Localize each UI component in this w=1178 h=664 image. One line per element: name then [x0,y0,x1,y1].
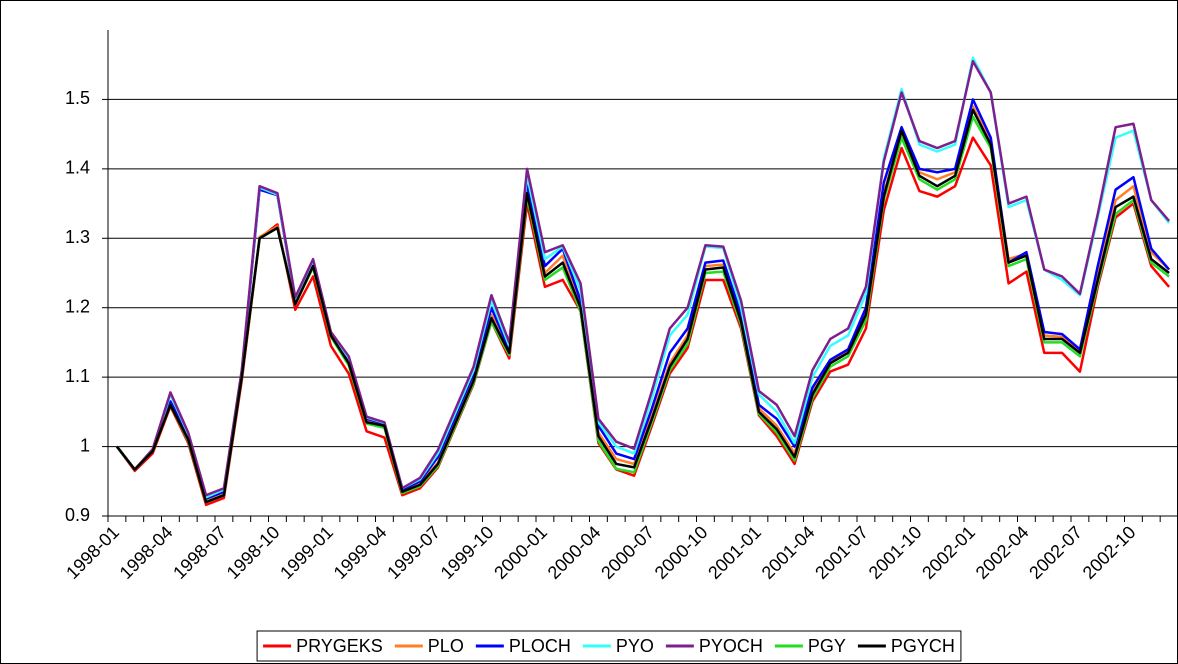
y-tick-label: 1.5 [65,88,90,108]
legend: PRYGEKS PLO PLOCH PYO PYOCH PGY PGYCH [256,630,962,662]
legend-label: PLOCH [509,636,571,656]
legend-label: PGYCH [891,636,955,656]
y-tick-label: 1.1 [65,366,90,386]
legend-label: PYOCH [699,636,763,656]
y-tick-label: 1 [80,435,90,455]
legend-label: PLO [428,636,464,656]
legend-label: PGY [808,636,846,656]
series-line [115,108,1170,504]
y-tick-label: 0.9 [65,505,90,525]
y-tick-label: 1.3 [65,227,90,247]
legend-label: PYO [616,636,654,656]
y-tick-label: 1.2 [65,296,90,316]
series-line [115,59,1171,497]
y-tick-label: 1.4 [65,158,90,178]
legend-label: PRYGEKS [296,636,383,656]
